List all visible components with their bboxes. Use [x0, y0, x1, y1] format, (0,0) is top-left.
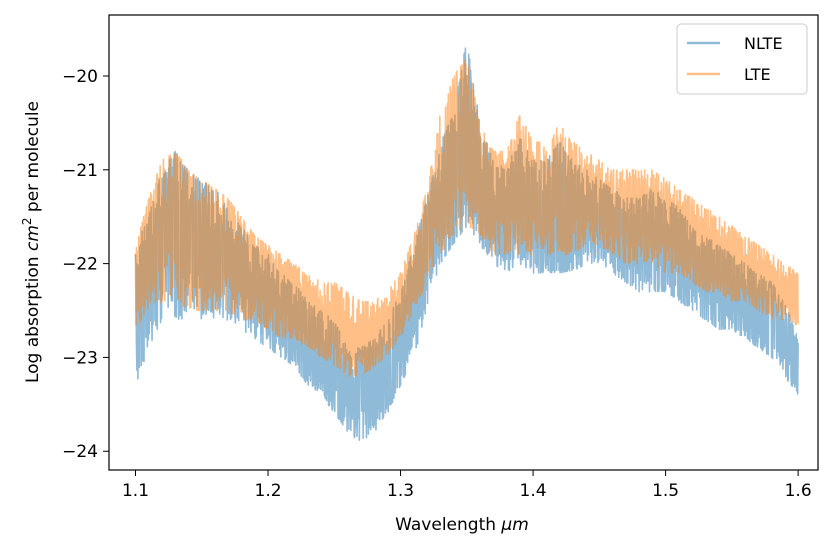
x-axis: 1.1 1.2 1.3 1.4 1.5 1.6: [122, 470, 812, 501]
legend-label-nlte: NLTE: [744, 34, 783, 53]
legend: NLTE LTE: [676, 23, 808, 95]
y-tick-label: −24: [62, 442, 98, 462]
series-layer: [134, 47, 799, 441]
series-line-lte: [134, 59, 799, 377]
y-tick-label: −21: [62, 161, 98, 181]
x-tick-label: 1.2: [255, 481, 282, 501]
x-tick-label: 1.6: [785, 481, 812, 501]
y-axis-label: Log absorption cm2 per molecule: [20, 101, 43, 383]
x-tick-label: 1.4: [520, 481, 547, 501]
plot-frame: [108, 14, 819, 471]
x-tick-label: 1.1: [122, 481, 149, 501]
x-tick-label: 1.3: [387, 481, 414, 501]
y-tick-label: −20: [62, 67, 98, 87]
y-tick-label: −22: [62, 255, 98, 275]
legend-frame: [676, 23, 808, 95]
y-tick-label: −23: [62, 348, 98, 368]
legend-label-lte: LTE: [744, 65, 771, 84]
x-axis-label: Wavelength μm: [395, 515, 529, 535]
y-axis: −24 −23 −22 −21 −20: [62, 67, 109, 462]
x-tick-label: 1.5: [652, 481, 679, 501]
